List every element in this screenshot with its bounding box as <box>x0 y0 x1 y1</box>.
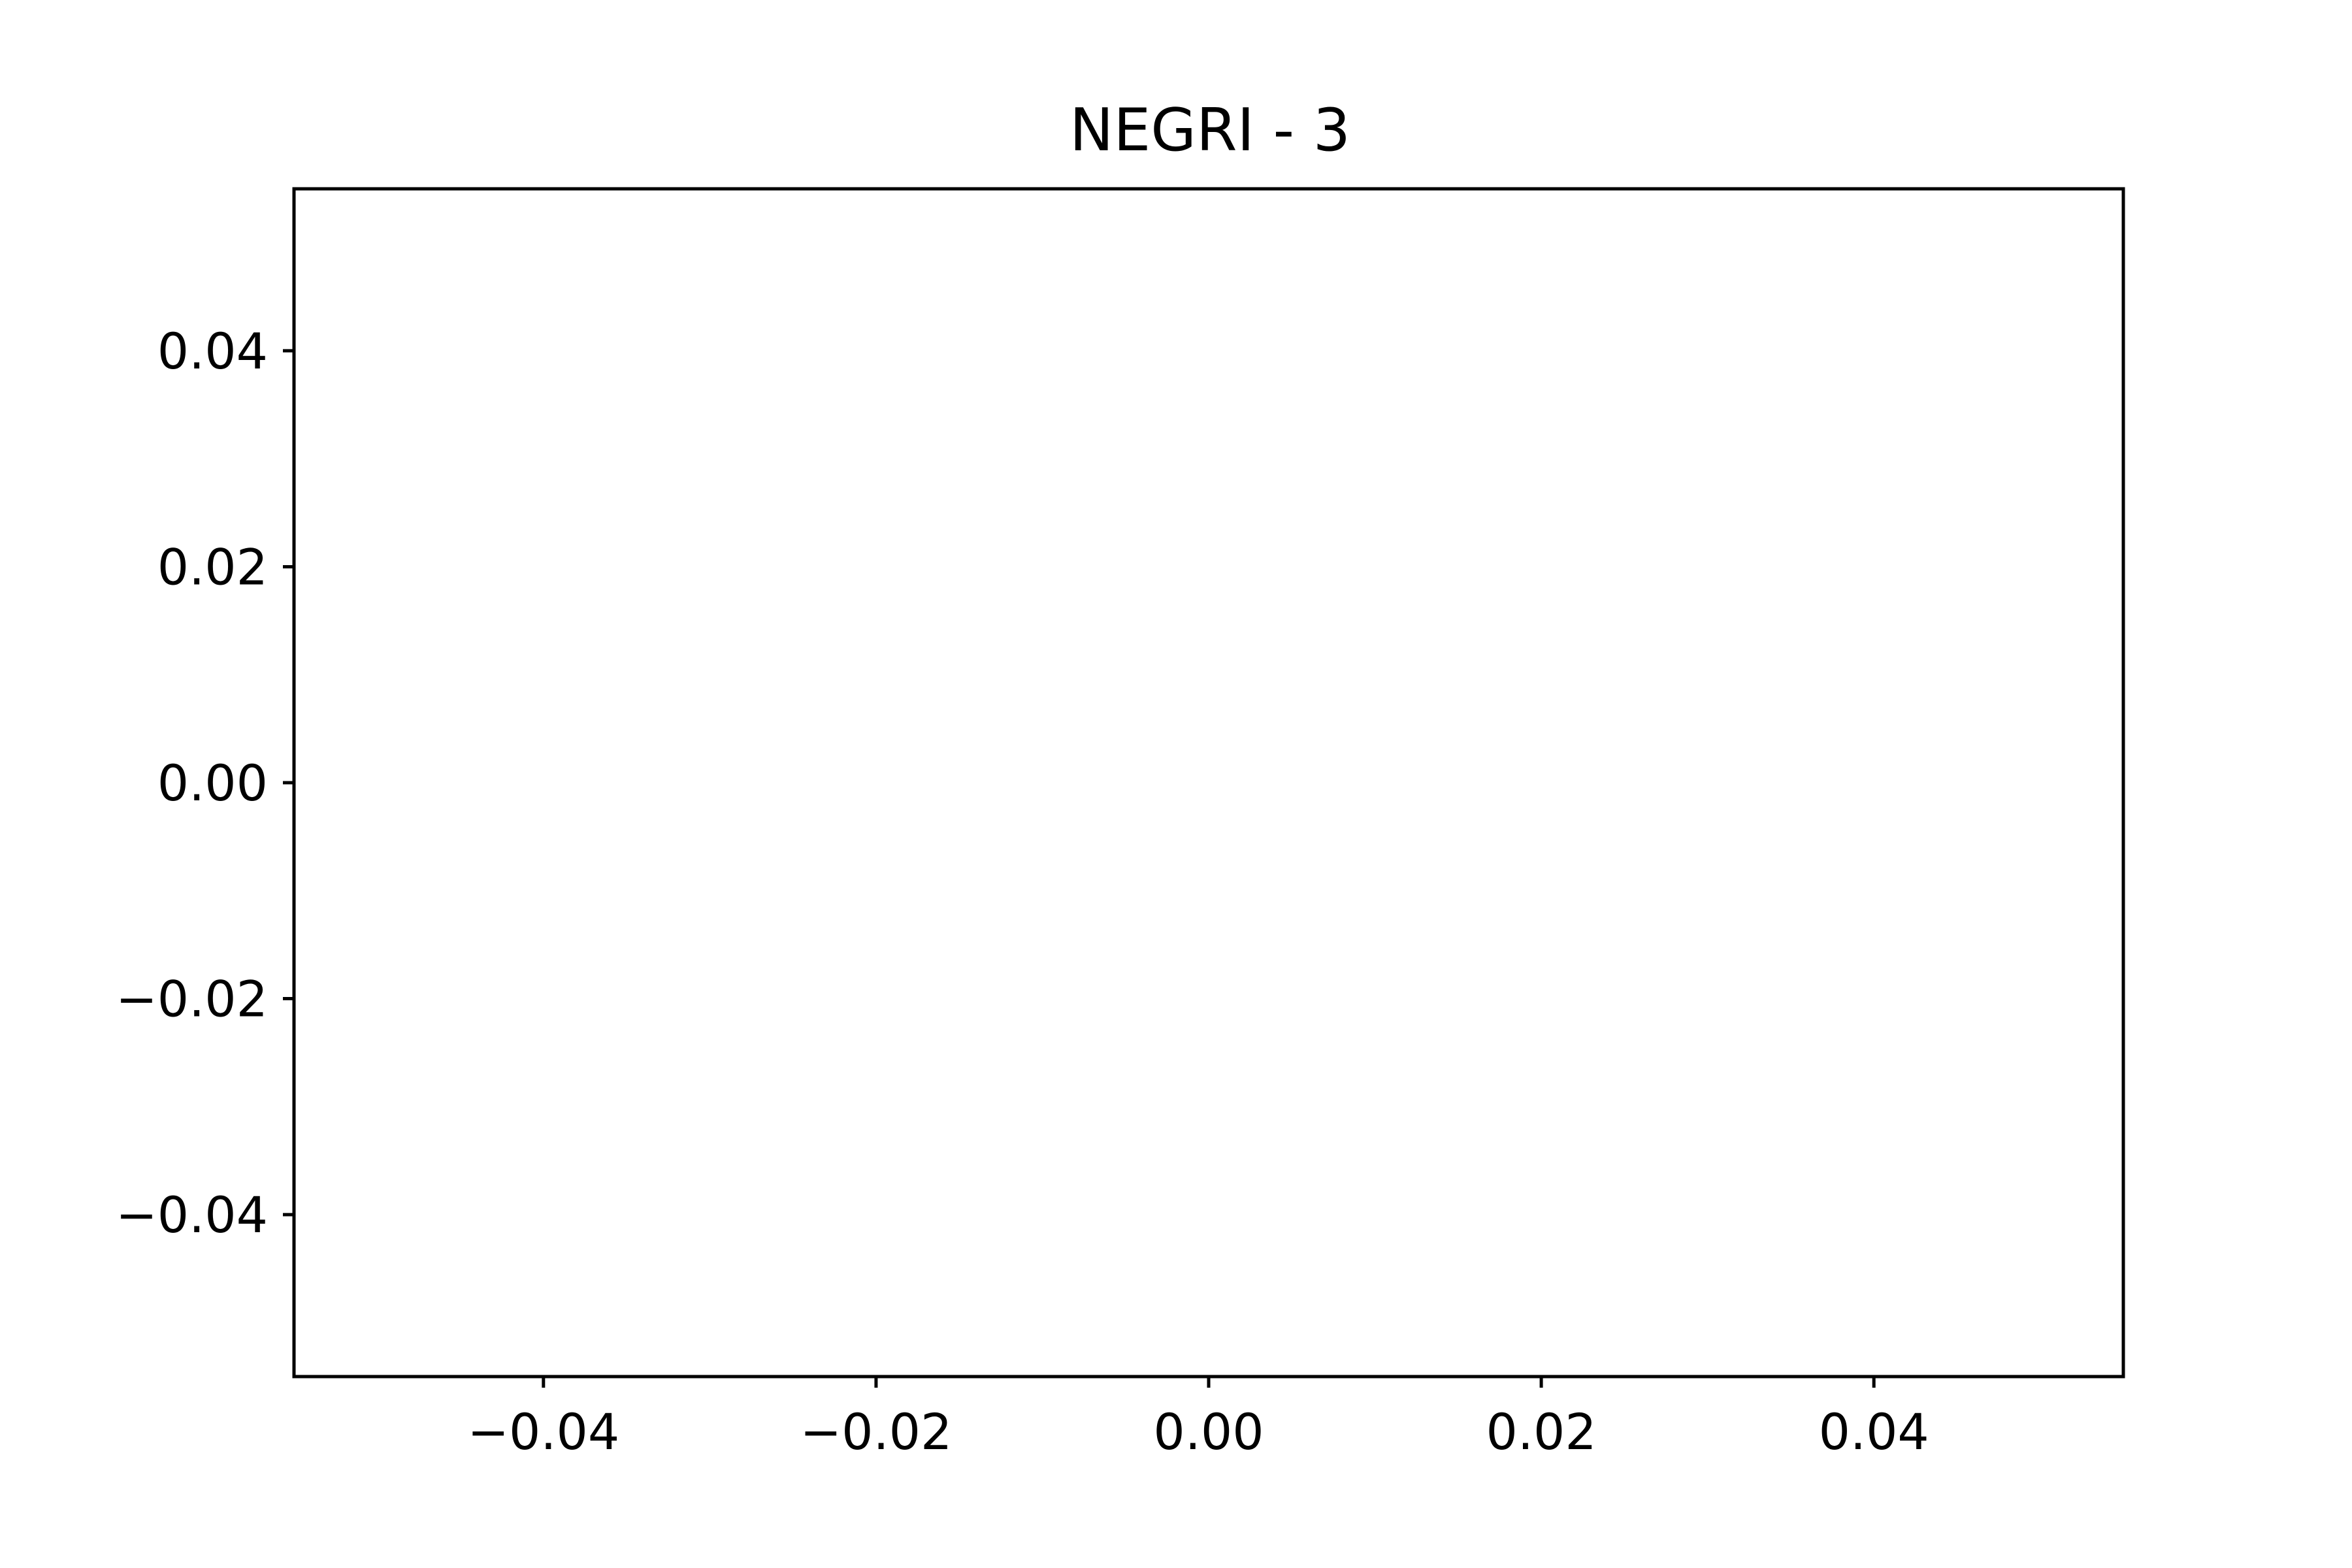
y-tick-label: 0.04 <box>157 322 268 380</box>
y-axis: −0.04 −0.02 0.00 0.02 0.04 <box>116 322 294 1244</box>
y-tick-label: 0.00 <box>157 754 268 812</box>
y-tick-label: −0.02 <box>116 970 268 1028</box>
x-tick-label: 0.00 <box>1153 1403 1264 1461</box>
x-tick-label: 0.02 <box>1486 1403 1596 1461</box>
y-tick-label: −0.04 <box>116 1186 268 1244</box>
x-tick-label: 0.04 <box>1819 1403 1929 1461</box>
x-axis: −0.04 −0.02 0.00 0.02 0.04 <box>467 1377 1929 1461</box>
y-tick-label: 0.02 <box>157 538 268 596</box>
x-tick-label: −0.02 <box>800 1403 952 1461</box>
chart-title: NEGRI - 3 <box>1070 96 1350 165</box>
x-tick-label: −0.04 <box>467 1403 619 1461</box>
